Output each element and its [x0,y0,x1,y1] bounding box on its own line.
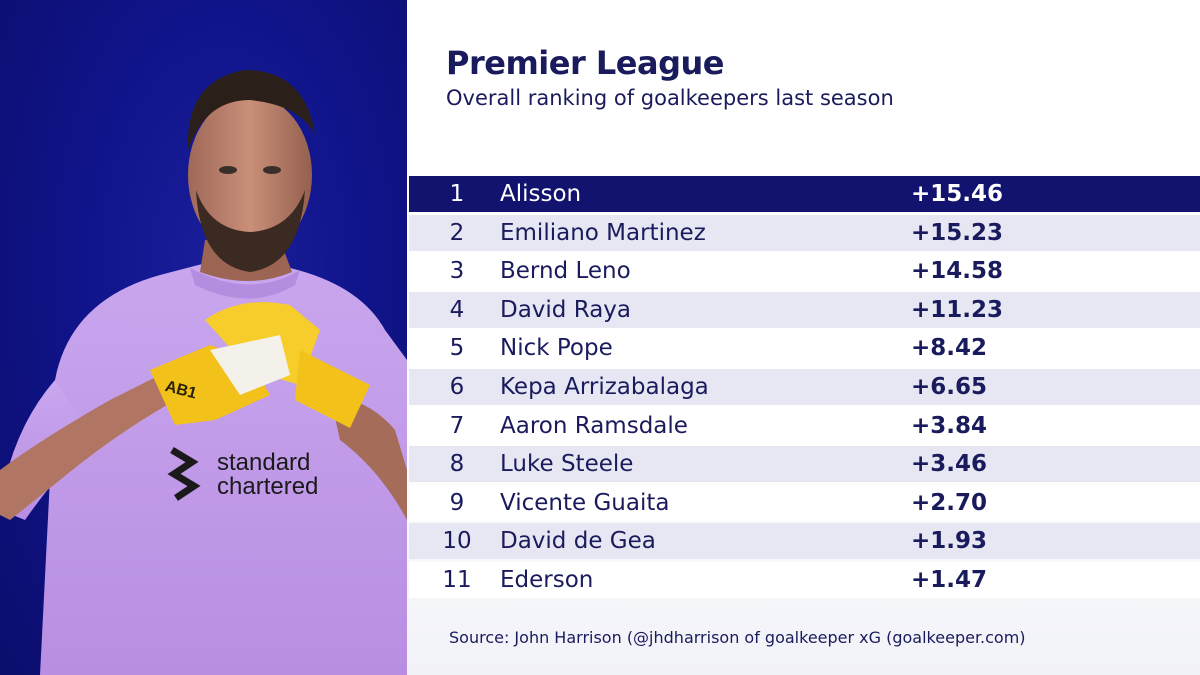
score-cell: +2.70 [911,489,988,516]
table-row: 8 Luke Steele +3.46 [409,446,1200,483]
shirt-sponsor-line1: standard [217,449,310,476]
rank-cell: 2 [449,219,465,246]
score-cell: +6.65 [911,373,988,400]
page-title: Premier League [446,44,724,82]
table-row: 6 Kepa Arrizabalaga +6.65 [409,368,1200,405]
player-name-cell: David Raya [500,296,631,323]
ranking-table: 1 Alisson +15.46 2 Emiliano Martinez +15.23 3 B… [409,176,1200,601]
shirt-sponsor-line2: chartered [217,473,318,500]
rank-cell: 10 [442,528,472,555]
player-name-cell: Ederson [500,566,594,593]
rank-cell: 3 [449,258,465,285]
goalkeeper-portrait: standard chartered AB1 [0,70,407,675]
player-name-cell: Aaron Ramsdale [500,412,688,439]
score-cell: +3.84 [911,412,988,439]
table-row: 7 Aaron Ramsdale +3.84 [409,407,1200,444]
table-row: 4 David Raya +11.23 [409,291,1200,328]
table-row: 2 Emiliano Martinez +15.23 [409,214,1200,251]
player-name-cell: Nick Pope [500,335,613,362]
score-cell: +1.93 [911,528,988,555]
player-photo-panel: standard chartered AB1 [0,0,407,675]
player-name-cell: Kepa Arrizabalaga [500,373,709,400]
score-cell: +14.58 [911,258,1004,285]
player-name-cell: Alisson [500,181,582,207]
score-cell: +8.42 [911,335,988,362]
table-row: 5 Nick Pope +8.42 [409,330,1200,367]
player-name-cell: Luke Steele [500,451,634,478]
rank-cell: 1 [449,181,465,207]
rank-cell: 9 [449,489,465,516]
table-row: 9 Vicente Guaita +2.70 [409,484,1200,521]
rank-cell: 5 [449,335,465,362]
page-subtitle: Overall ranking of goalkeepers last seas… [446,86,894,110]
score-cell: +15.23 [911,219,1004,246]
source-credit: Source: John Harrison (@jhdharrison of g… [449,628,1026,647]
score-cell: +15.46 [911,181,1004,207]
rank-cell: 11 [442,566,472,593]
score-cell: +11.23 [911,296,1004,323]
rank-cell: 4 [449,296,465,323]
rank-cell: 6 [449,373,465,400]
rank-cell: 7 [449,412,465,439]
table-row: 1 Alisson +15.46 [409,176,1200,212]
rank-cell: 8 [449,451,465,478]
player-name-cell: David de Gea [500,528,656,555]
score-cell: +3.46 [911,451,988,478]
player-name-cell: Bernd Leno [500,258,631,285]
table-row: 10 David de Gea +1.93 [409,523,1200,560]
player-name-cell: Emiliano Martinez [500,219,706,246]
player-name-cell: Vicente Guaita [500,489,670,516]
score-cell: +1.47 [911,566,988,593]
table-row: 11 Ederson +1.47 [409,561,1200,598]
table-row: 3 Bernd Leno +14.58 [409,253,1200,290]
